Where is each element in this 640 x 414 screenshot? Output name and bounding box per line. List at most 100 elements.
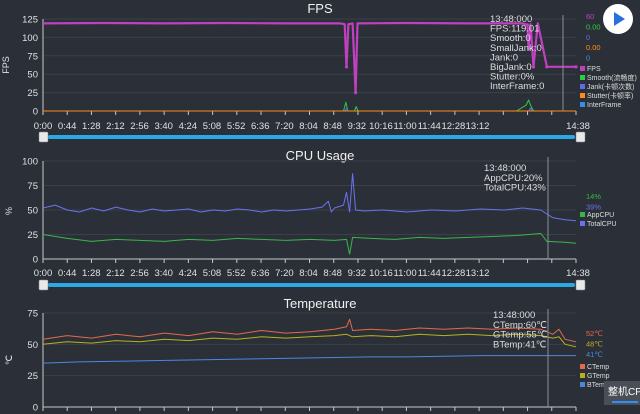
x-tick-label: 8:48	[323, 121, 342, 132]
tooltip-line: Stutter:0%	[490, 72, 535, 83]
x-tick-label: 13:12	[466, 268, 490, 279]
y-axis-label: FPS	[1, 56, 11, 74]
chart-title: FPS	[307, 1, 333, 16]
series-line-totalcpu	[42, 173, 577, 222]
play-icon	[614, 12, 625, 26]
x-tick-label: 5:08	[203, 268, 222, 279]
series-line-appcpu	[42, 233, 577, 255]
floating-tab[interactable]: 整机CP	[604, 381, 640, 405]
y-tick-label: 25	[27, 88, 38, 99]
x-tick-label: 9:32	[348, 268, 367, 279]
legend-label: AppCPU	[587, 212, 614, 219]
y-tick-label: 50	[27, 70, 38, 81]
floating-tab-bar	[612, 401, 638, 403]
tooltip-line: GTemp:55℃	[493, 330, 548, 341]
legend-label: BTemp	[587, 382, 609, 389]
legend-label: CTemp	[587, 364, 609, 371]
x-tick-label: 4:24	[179, 121, 198, 132]
legend-swatch	[580, 93, 585, 98]
x-tick-label: 5:52	[227, 268, 246, 279]
x-tick-label: 10:16	[369, 121, 393, 132]
x-tick-label: 3:40	[154, 121, 173, 132]
x-tick-label: 4:24	[179, 268, 198, 279]
x-tick-label: 13:12	[466, 121, 490, 132]
current-value: 39%	[586, 203, 601, 212]
fps-point	[525, 23, 530, 27]
slider-handle-right[interactable]	[575, 131, 586, 143]
fps-point	[574, 65, 578, 69]
x-tick-label: 8:48	[323, 268, 342, 279]
tooltip-line: 13:48:000	[490, 14, 532, 25]
current-value: 0	[586, 33, 590, 42]
current-value: 48℃	[586, 339, 603, 348]
legend-swatch	[580, 66, 585, 71]
x-tick-label: 10:16	[369, 268, 393, 279]
y-tick-label: 0	[33, 255, 38, 266]
y-tick-label: 50	[27, 206, 38, 217]
x-tick-label: 11:00	[394, 121, 417, 132]
x-tick-label: 2:56	[130, 121, 149, 132]
y-axis-label: ℃	[4, 355, 14, 365]
tooltip-line: BigJank:0	[490, 62, 532, 73]
legend-label: Jank(卡顿次数)	[587, 82, 634, 91]
fps-point	[344, 65, 349, 69]
tooltip-line: 13:48:000	[484, 163, 526, 174]
y-tick-label: 50	[27, 340, 38, 351]
x-tick-label: 2:12	[106, 268, 125, 279]
current-value: 0	[586, 54, 590, 63]
fps-point	[527, 46, 531, 51]
legend-swatch	[580, 382, 585, 387]
legend-swatch	[580, 364, 585, 369]
current-value: 52℃	[586, 329, 603, 338]
chart-title: Temperature	[284, 296, 357, 311]
current-value: 0.00	[586, 43, 601, 52]
y-tick-label: 125	[22, 15, 38, 26]
series-line-smooth	[43, 99, 576, 112]
fps-point	[354, 91, 358, 95]
slider-handle-right[interactable]	[575, 279, 586, 291]
fps-point	[545, 65, 549, 69]
y-tick-label: 0	[33, 107, 38, 118]
x-tick-label: 14:38	[566, 268, 590, 279]
current-value: 41℃	[586, 350, 603, 359]
play-button[interactable]	[603, 4, 633, 34]
legend-label: Stutter(卡顿率)	[587, 91, 633, 100]
floating-tab-label: 整机CP	[608, 387, 640, 398]
y-tick-label: 75	[27, 181, 38, 192]
time-range-slider[interactable]	[48, 135, 575, 139]
legend-swatch	[580, 75, 585, 80]
x-tick-label: 6:36	[251, 268, 270, 279]
tooltip-line: 13:48:000	[493, 310, 535, 321]
series-line-btemp	[42, 355, 576, 364]
x-tick-label: 12:28	[441, 268, 465, 279]
series-line-ctemp	[42, 318, 577, 343]
x-tick-label: 5:08	[203, 121, 222, 132]
current-value: 14%	[586, 192, 601, 201]
series-line-gtemp	[42, 333, 577, 348]
current-value: 0.00	[586, 22, 601, 31]
x-tick-label: 2:12	[106, 121, 125, 132]
y-tick-label: 25	[27, 371, 38, 382]
tooltip-line: TotalCPU:43%	[484, 183, 546, 194]
time-range-slider[interactable]	[48, 283, 575, 287]
tooltip-line: CTemp:60℃	[493, 320, 547, 331]
x-tick-label: 0:00	[34, 268, 53, 279]
slider-handle-left[interactable]	[38, 131, 49, 143]
y-tick-label: 75	[27, 51, 38, 62]
series-line-fps	[42, 21, 576, 94]
x-tick-label: 8:04	[299, 268, 318, 279]
x-tick-label: 0:44	[58, 268, 77, 279]
tooltip-line: SmallJank:0	[490, 43, 542, 54]
tooltip-line: FPS:119.01	[490, 24, 539, 35]
slider-handle-left[interactable]	[38, 279, 49, 291]
x-tick-label: 6:36	[251, 121, 270, 132]
y-tick-label: 75	[27, 309, 38, 320]
x-tick-label: 1:28	[82, 268, 101, 279]
x-tick-label: 3:40	[154, 268, 173, 279]
x-tick-label: 2:56	[130, 268, 149, 279]
current-value: 60	[586, 12, 594, 21]
x-tick-label: 11:44	[418, 121, 441, 132]
legend-label: TotalCPU	[587, 221, 617, 228]
x-tick-label: 1:28	[82, 121, 101, 132]
